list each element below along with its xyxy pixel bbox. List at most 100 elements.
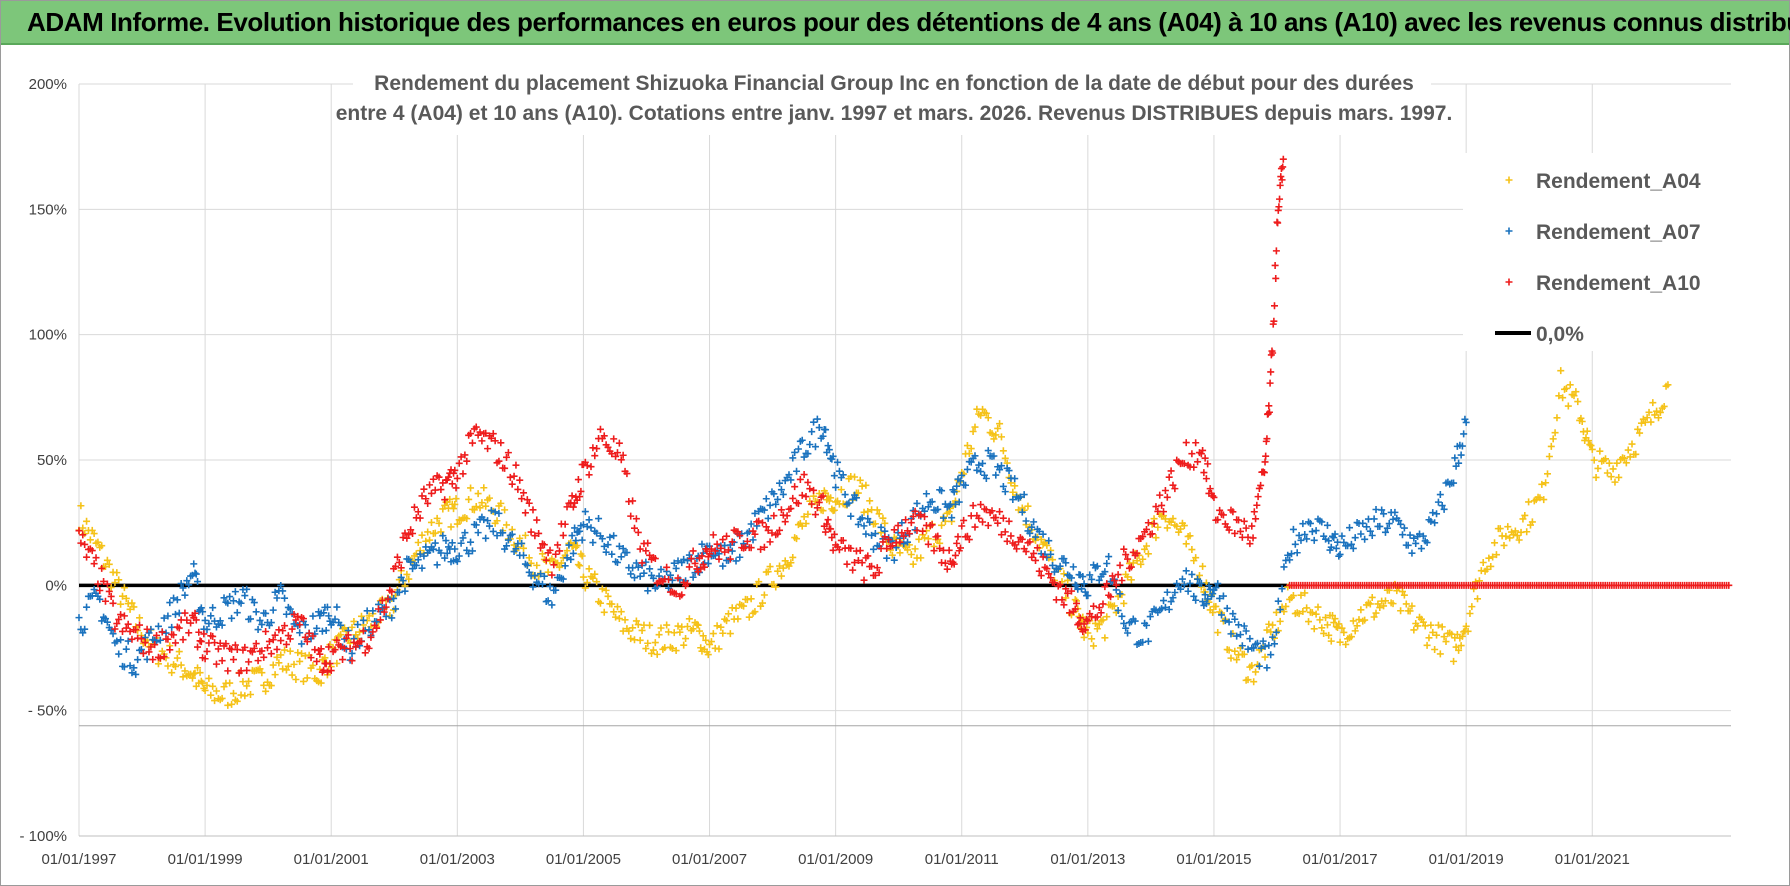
data-point (1114, 571, 1122, 579)
data-point (1380, 602, 1388, 610)
data-point (1613, 459, 1621, 467)
data-point (241, 592, 249, 600)
data-point (544, 597, 552, 605)
data-point (789, 494, 797, 502)
data-point (969, 502, 977, 510)
data-point (793, 535, 801, 543)
data-point (1440, 633, 1448, 641)
data-point (997, 462, 1005, 470)
data-point (1236, 631, 1244, 639)
data-point (904, 538, 912, 546)
data-point (1078, 585, 1086, 593)
data-point (1460, 430, 1468, 438)
data-point (1163, 493, 1171, 501)
x-tick-label: 01/01/2007 (672, 851, 747, 868)
data-point (1250, 644, 1258, 652)
data-point (1400, 524, 1408, 532)
data-point (326, 617, 334, 625)
data-point (977, 411, 985, 419)
data-point (1199, 562, 1207, 570)
data-point (642, 558, 650, 566)
data-point (1265, 402, 1273, 410)
data-point (1297, 536, 1305, 544)
data-point (1429, 509, 1437, 517)
data-point (563, 547, 571, 555)
data-point (1261, 653, 1269, 661)
data-point (625, 627, 633, 635)
data-point (578, 536, 586, 544)
data-point (642, 547, 650, 555)
data-point (552, 550, 560, 558)
data-point (760, 543, 768, 551)
data-point (1318, 518, 1326, 526)
data-point (1272, 247, 1280, 255)
data-point (1370, 613, 1378, 621)
data-point (1018, 508, 1026, 516)
data-point (214, 645, 222, 653)
data-point (695, 627, 703, 635)
data-point (1312, 527, 1320, 535)
data-point (1279, 163, 1287, 171)
data-point (1079, 573, 1087, 581)
data-point (1276, 195, 1284, 203)
data-point (130, 664, 138, 672)
data-point (156, 654, 164, 662)
data-point (205, 674, 213, 682)
data-point (512, 545, 520, 553)
data-point (672, 647, 680, 655)
data-point (1263, 435, 1271, 443)
data-point (267, 619, 275, 627)
data-point (612, 613, 620, 621)
data-point (194, 643, 202, 651)
data-point (420, 485, 428, 493)
data-point (1540, 496, 1548, 504)
data-point (468, 439, 476, 447)
banner: ADAM Informe. Evolution historique des p… (1, 1, 1790, 45)
data-point (1124, 629, 1132, 637)
data-point (207, 612, 215, 620)
data-point (201, 655, 209, 663)
data-point (90, 585, 98, 593)
data-point (1011, 475, 1019, 483)
data-point (337, 621, 345, 629)
data-point (666, 571, 674, 579)
data-point (1611, 478, 1619, 486)
data-point (736, 532, 744, 540)
data-point (1557, 367, 1565, 375)
data-point (967, 445, 975, 453)
data-point (134, 656, 142, 664)
data-point (1030, 518, 1038, 526)
data-point (1009, 496, 1017, 504)
data-point (898, 519, 906, 527)
data-point (1643, 414, 1651, 422)
data-point (945, 546, 953, 554)
data-point (472, 503, 480, 511)
data-point (508, 480, 516, 488)
data-point (111, 625, 119, 633)
data-point (170, 631, 178, 639)
data-point (819, 432, 827, 440)
y-tick-label: 100% (29, 327, 67, 344)
data-point (301, 633, 309, 641)
data-point (216, 617, 224, 625)
data-point (996, 466, 1004, 474)
data-point (241, 692, 249, 700)
data-point (220, 594, 228, 602)
data-point (1389, 600, 1397, 608)
data-point (252, 608, 260, 616)
data-point (439, 532, 447, 540)
data-point (1240, 650, 1248, 658)
data-point (414, 539, 422, 547)
data-point (433, 514, 441, 522)
data-point (1572, 388, 1580, 396)
data-point (126, 627, 134, 635)
data-point (638, 559, 646, 567)
data-point (327, 667, 335, 675)
data-point (420, 552, 428, 560)
data-point (982, 506, 990, 514)
data-point (1622, 459, 1630, 467)
data-point (331, 646, 339, 654)
data-point (506, 473, 514, 481)
data-point (480, 516, 488, 524)
